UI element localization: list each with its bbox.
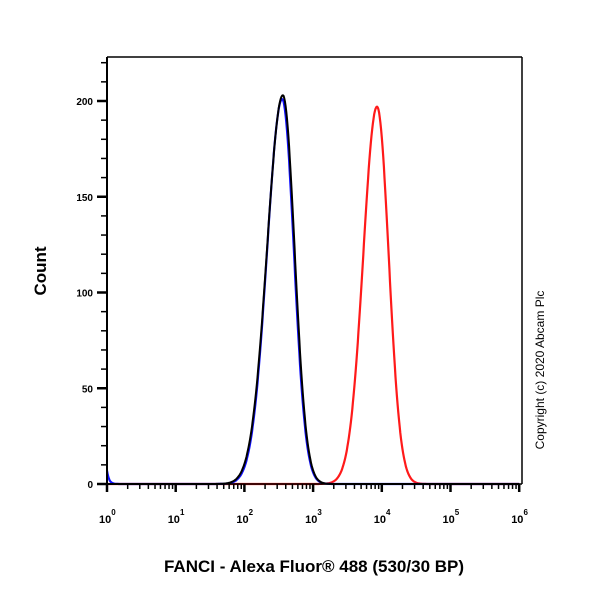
x-tick-label: 105	[443, 508, 460, 526]
y-axis-label: Count	[31, 246, 50, 295]
plot-area	[107, 57, 522, 484]
y-tick-label: 100	[76, 289, 93, 300]
x-axis-ticks: 100 101 102 103 104 105 106	[99, 484, 528, 526]
copyright-annotation: Copyright (c) 2020 Abcam Plc	[533, 291, 547, 450]
y-tick-label: 0	[87, 480, 93, 491]
x-tick-label: 103	[305, 508, 322, 526]
y-axis-ticks: 0 50 100 150 200	[76, 61, 107, 491]
x-tick-label: 100	[99, 508, 116, 526]
x-tick-label: 101	[168, 508, 185, 526]
x-tick-label: 106	[511, 508, 528, 526]
x-tick-label: 102	[236, 508, 253, 526]
x-axis-label: FANCI - Alexa Fluor® 488 (530/30 BP)	[164, 557, 464, 576]
y-tick-label: 150	[76, 193, 93, 204]
y-tick-label: 200	[76, 97, 93, 108]
x-tick-label: 104	[374, 508, 391, 526]
y-tick-label: 50	[82, 384, 94, 395]
